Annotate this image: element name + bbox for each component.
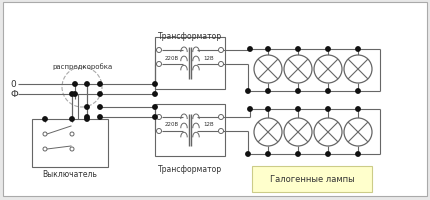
Circle shape: [98, 92, 102, 97]
Circle shape: [356, 48, 360, 52]
Bar: [155, 38, 225, 90]
Circle shape: [153, 82, 157, 87]
Circle shape: [344, 56, 372, 84]
Text: Трансформатор: Трансформатор: [158, 32, 222, 41]
Circle shape: [70, 132, 74, 136]
Circle shape: [70, 147, 74, 151]
Circle shape: [218, 129, 224, 134]
Circle shape: [266, 107, 270, 112]
Text: распредкоробка: распредкоробка: [52, 63, 112, 69]
Bar: [155, 104, 225, 156]
Circle shape: [218, 115, 224, 120]
Circle shape: [157, 129, 162, 134]
Circle shape: [314, 118, 342, 146]
Circle shape: [326, 107, 330, 112]
Circle shape: [296, 89, 300, 94]
Circle shape: [153, 115, 157, 120]
Text: Галогенные лампы: Галогенные лампы: [270, 175, 354, 184]
Text: 12В: 12В: [203, 55, 214, 60]
Circle shape: [85, 82, 89, 87]
Circle shape: [62, 68, 102, 107]
Text: Трансформатор: Трансформатор: [158, 164, 222, 173]
Circle shape: [98, 115, 102, 120]
Circle shape: [153, 92, 157, 97]
Circle shape: [266, 152, 270, 156]
Circle shape: [266, 89, 270, 94]
Circle shape: [248, 48, 252, 52]
Circle shape: [85, 115, 89, 120]
Circle shape: [43, 147, 47, 151]
Circle shape: [296, 107, 300, 112]
Circle shape: [246, 152, 250, 156]
Circle shape: [43, 117, 47, 122]
Circle shape: [157, 48, 162, 53]
Circle shape: [344, 118, 372, 146]
Circle shape: [218, 62, 224, 67]
Circle shape: [254, 118, 282, 146]
Text: 0: 0: [10, 80, 16, 89]
Circle shape: [248, 107, 252, 112]
Circle shape: [43, 132, 47, 136]
Text: 220В: 220В: [165, 122, 179, 127]
Circle shape: [254, 56, 282, 84]
Circle shape: [246, 89, 250, 94]
Bar: [32, 119, 108, 167]
Text: Ф: Ф: [10, 90, 18, 99]
Circle shape: [85, 105, 89, 110]
Circle shape: [73, 82, 77, 87]
Bar: [252, 166, 372, 192]
Circle shape: [73, 92, 77, 97]
Circle shape: [153, 105, 157, 110]
Circle shape: [296, 48, 300, 52]
Circle shape: [70, 117, 74, 122]
Circle shape: [326, 152, 330, 156]
Circle shape: [326, 48, 330, 52]
Circle shape: [296, 152, 300, 156]
Text: 220В: 220В: [165, 55, 179, 60]
Circle shape: [356, 152, 360, 156]
Circle shape: [326, 89, 330, 94]
Circle shape: [157, 115, 162, 120]
Circle shape: [70, 92, 74, 97]
Text: 12В: 12В: [203, 122, 214, 127]
Circle shape: [356, 89, 360, 94]
Circle shape: [98, 82, 102, 87]
Circle shape: [356, 107, 360, 112]
Text: Выключатель: Выключатель: [43, 169, 98, 178]
Circle shape: [284, 118, 312, 146]
Circle shape: [157, 62, 162, 67]
Circle shape: [266, 48, 270, 52]
Circle shape: [98, 105, 102, 110]
Circle shape: [218, 48, 224, 53]
Circle shape: [85, 117, 89, 122]
Circle shape: [314, 56, 342, 84]
Circle shape: [284, 56, 312, 84]
